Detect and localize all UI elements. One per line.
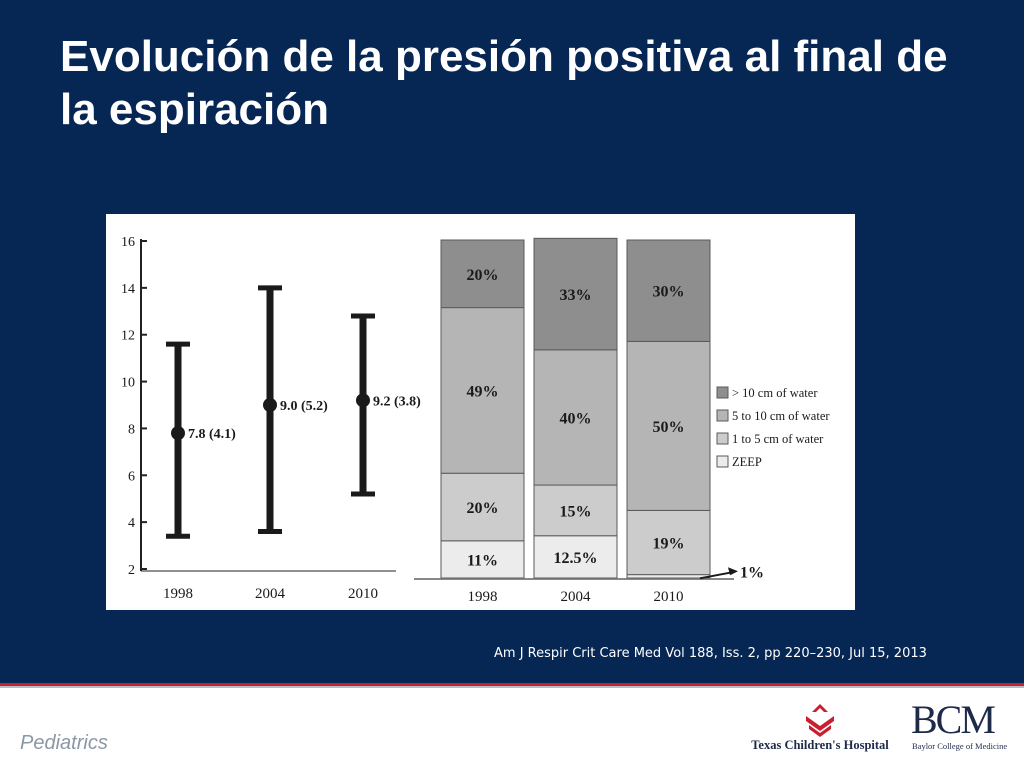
segment-label: 40% xyxy=(560,410,592,427)
bar-segment xyxy=(440,307,525,474)
mean-point-label: 9.0 (5.2) xyxy=(280,399,328,414)
texas-childrens-logo: Texas Children's Hospital xyxy=(740,702,900,754)
y-tick-label: 14 xyxy=(121,282,135,297)
segment-label: 49% xyxy=(467,383,499,400)
y-tick-label: 8 xyxy=(128,422,135,437)
citation-text: Am J Respir Crit Care Med Vol 188, Iss. … xyxy=(494,646,927,661)
y-tick-label: 10 xyxy=(121,376,135,391)
mean-point xyxy=(356,393,370,408)
bcm-mark: BCM xyxy=(911,697,996,742)
legend-swatch xyxy=(716,386,729,399)
figure-panel: 2 4 6 8 10 12 14 16 7.8 (4.1) 1998 9.0 (5.2) 2004 9.… xyxy=(106,214,855,610)
legend-swatch xyxy=(716,455,729,468)
segment-label: 30% xyxy=(653,284,685,301)
segment-label: 20% xyxy=(467,267,499,284)
segment-label: 15% xyxy=(560,503,592,520)
annotation-arrow-line xyxy=(699,571,733,580)
bar-segment xyxy=(533,484,618,537)
x-tick-label: 2004 xyxy=(255,586,286,602)
tch-logo-text: Texas Children's Hospital xyxy=(751,738,889,752)
slide-title: Evolución de la presión positiva al fina… xyxy=(60,32,948,134)
segment-label: 12.5% xyxy=(554,550,598,567)
bcm-logo: BCM Baylor College of Medicine xyxy=(905,697,1017,754)
bar-segment xyxy=(440,239,525,309)
segment-label: 33% xyxy=(560,287,592,304)
divider-shadow xyxy=(0,686,1024,688)
segment-label: 20% xyxy=(467,500,499,517)
bcm-logo-text: Baylor College of Medicine xyxy=(912,741,1008,751)
legend-label: > 10 cm of water xyxy=(732,386,818,400)
y-tick-label: 4 xyxy=(128,516,135,531)
bar-segment xyxy=(626,509,711,576)
tch-chevron-icon xyxy=(806,704,834,737)
error-bar-chart: 2 4 6 8 10 12 14 16 7.8 (4.1) 1998 9.0 (5.2) 2004 9.… xyxy=(121,235,421,602)
y-tick-label: 2 xyxy=(128,563,135,578)
legend-label: 1 to 5 cm of water xyxy=(732,432,824,446)
x-tick-label: 1998 xyxy=(163,586,193,602)
segment-label: 1% xyxy=(740,564,764,581)
y-tick-label: 16 xyxy=(121,235,135,250)
footer-label: Pediatrics xyxy=(20,732,108,754)
bar-segment xyxy=(440,540,525,579)
bar-segment xyxy=(626,239,711,342)
bar-segment xyxy=(533,535,618,579)
segment-label: 19% xyxy=(653,536,685,553)
annotation-arrow-head xyxy=(728,567,738,576)
legend-swatch xyxy=(716,432,729,445)
figure-svg: 2 4 6 8 10 12 14 16 7.8 (4.1) 1998 9.0 (5.2) 2004 9.… xyxy=(121,235,830,605)
bar-segment xyxy=(626,340,711,511)
x-tick-label: 2010 xyxy=(348,586,378,602)
segment-label: 11% xyxy=(467,552,498,569)
y-tick-label: 12 xyxy=(121,329,135,344)
accent-divider xyxy=(0,683,1024,686)
legend-label: 5 to 10 cm of water xyxy=(732,409,830,423)
mean-point-label: 7.8 (4.1) xyxy=(188,427,236,442)
legend-label: ZEEP xyxy=(732,455,762,469)
segment-label: 50% xyxy=(653,419,685,436)
bar-segment xyxy=(626,574,711,579)
x-tick-label: 2010 xyxy=(654,589,684,605)
bar-segment xyxy=(533,349,618,486)
bar-segment xyxy=(533,237,618,351)
x-tick-label: 2004 xyxy=(561,589,592,605)
mean-point xyxy=(171,426,185,441)
x-tick-label: 1998 xyxy=(468,589,498,605)
mean-point-label: 9.2 (3.8) xyxy=(373,394,421,409)
mean-point xyxy=(263,398,277,412)
stacked-bar-chart: 11% 20% 49% 20% 1998 12.5% 15% 40% 33% 2004 1% 19% 5… xyxy=(414,237,830,605)
legend-swatch xyxy=(716,409,729,422)
bar-segment xyxy=(440,472,525,542)
y-tick-label: 6 xyxy=(128,469,135,484)
